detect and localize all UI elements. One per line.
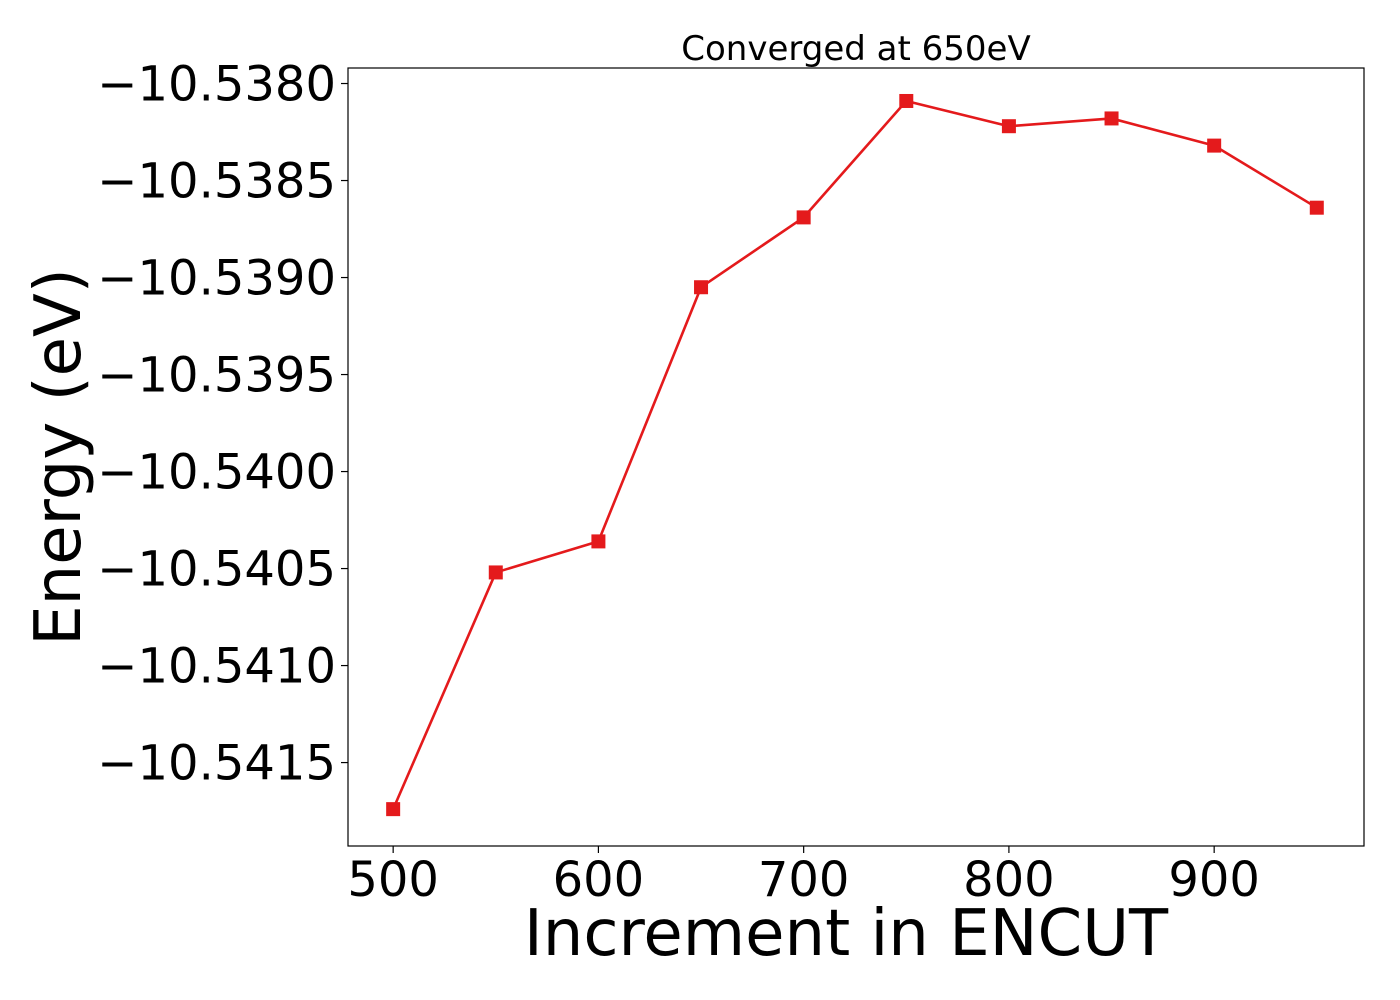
y-axis: −10.5380 −10.5385 −10.5390 −10.5395 −10.5400… [97,57,348,792]
y-tick-label: −10.5415 [97,736,336,792]
chart-title: Converged at 650eV [681,29,1030,69]
y-tick-label: −10.5380 [97,57,336,113]
data-point-marker [1207,138,1222,153]
data-point-marker [1104,111,1119,126]
data-point-marker [1309,200,1324,215]
x-axis-label: Increment in ENCUT [524,897,1169,971]
series-line [391,99,1318,810]
data-point-marker [591,534,606,549]
plot-area-frame [347,67,1365,847]
y-tick-label: −10.5390 [97,251,336,307]
x-tick-label: 800 [963,852,1055,908]
y-tick-label: −10.5385 [97,154,336,210]
y-tick-label: −10.5395 [97,348,336,404]
y-axis-label: Energy (eV) [22,268,96,646]
y-tick-label: −10.5400 [97,445,336,501]
x-tick-label: 700 [758,852,850,908]
y-tick-label: −10.5410 [97,639,336,695]
data-point-marker [899,93,914,108]
x-tick-label: 900 [1168,852,1260,908]
x-tick-label: 600 [553,852,645,908]
data-point-marker [796,210,811,225]
x-tick-label: 500 [347,852,439,908]
data-point-marker [1001,119,1016,134]
y-tick-label: −10.5405 [97,542,336,598]
x-axis: 500 600 700 800 900 [347,846,1260,908]
data-point-marker [488,565,503,580]
data-point-marker [386,802,401,817]
data-point-marker [694,280,709,295]
series-layer [386,93,1324,817]
